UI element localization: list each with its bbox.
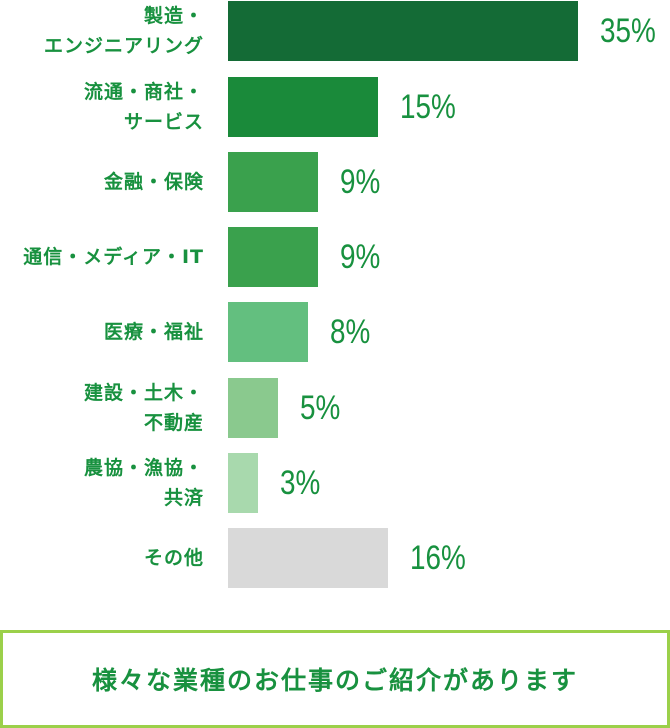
category-label-4: 医療・福祉	[0, 317, 204, 347]
category-label-7: その他	[0, 543, 204, 573]
bar-4	[228, 302, 308, 362]
category-label-3: 通信・メディア・IT	[0, 242, 204, 272]
category-label-0: 製造・エンジニアリング	[0, 1, 204, 61]
bar-1	[228, 77, 378, 137]
bar-3	[228, 227, 318, 287]
value-label-3: 9%	[340, 238, 381, 276]
bar-7	[228, 528, 388, 588]
category-label-5: 建設・土木・不動産	[0, 378, 204, 438]
category-label-line: その他	[143, 547, 204, 569]
value-label-2: 9%	[340, 163, 381, 201]
category-label-line: 流通・商社・	[83, 81, 204, 103]
category-label-line: エンジニアリング	[43, 35, 204, 57]
category-label-line: サービス	[123, 111, 204, 133]
category-label-line: 製造・	[143, 5, 204, 27]
bar-0	[228, 1, 578, 61]
footer-text: 様々な業種のお仕事のご紹介があります	[91, 666, 578, 695]
category-label-1: 流通・商社・サービス	[0, 77, 204, 137]
footer-banner: 様々な業種のお仕事のご紹介があります	[0, 630, 670, 728]
bar-5	[228, 378, 278, 438]
industry-bar-chart: 製造・エンジニアリング 35% 流通・商社・サービス 15% 金融・保険 9% 通信・メディ…	[0, 1, 656, 588]
bar-2	[228, 152, 318, 212]
value-label-6: 3%	[280, 464, 321, 502]
category-label-line: 通信・メディア・IT	[23, 246, 204, 268]
value-label-0: 35%	[600, 12, 656, 50]
category-label-2: 金融・保険	[0, 167, 204, 197]
category-label-6: 農協・漁協・共済	[0, 453, 204, 513]
value-label-1: 15%	[400, 88, 456, 126]
value-label-7: 16%	[410, 539, 466, 577]
category-label-line: 建設・土木・	[83, 382, 204, 404]
category-label-line: 農協・漁協・	[83, 457, 204, 479]
category-label-line: 不動産	[143, 412, 204, 434]
category-label-line: 金融・保険	[103, 171, 204, 193]
value-label-5: 5%	[300, 389, 341, 427]
category-label-line: 共済	[163, 487, 204, 509]
category-label-line: 医療・福祉	[103, 321, 204, 343]
bar-6	[228, 453, 258, 513]
value-label-4: 8%	[330, 313, 371, 351]
